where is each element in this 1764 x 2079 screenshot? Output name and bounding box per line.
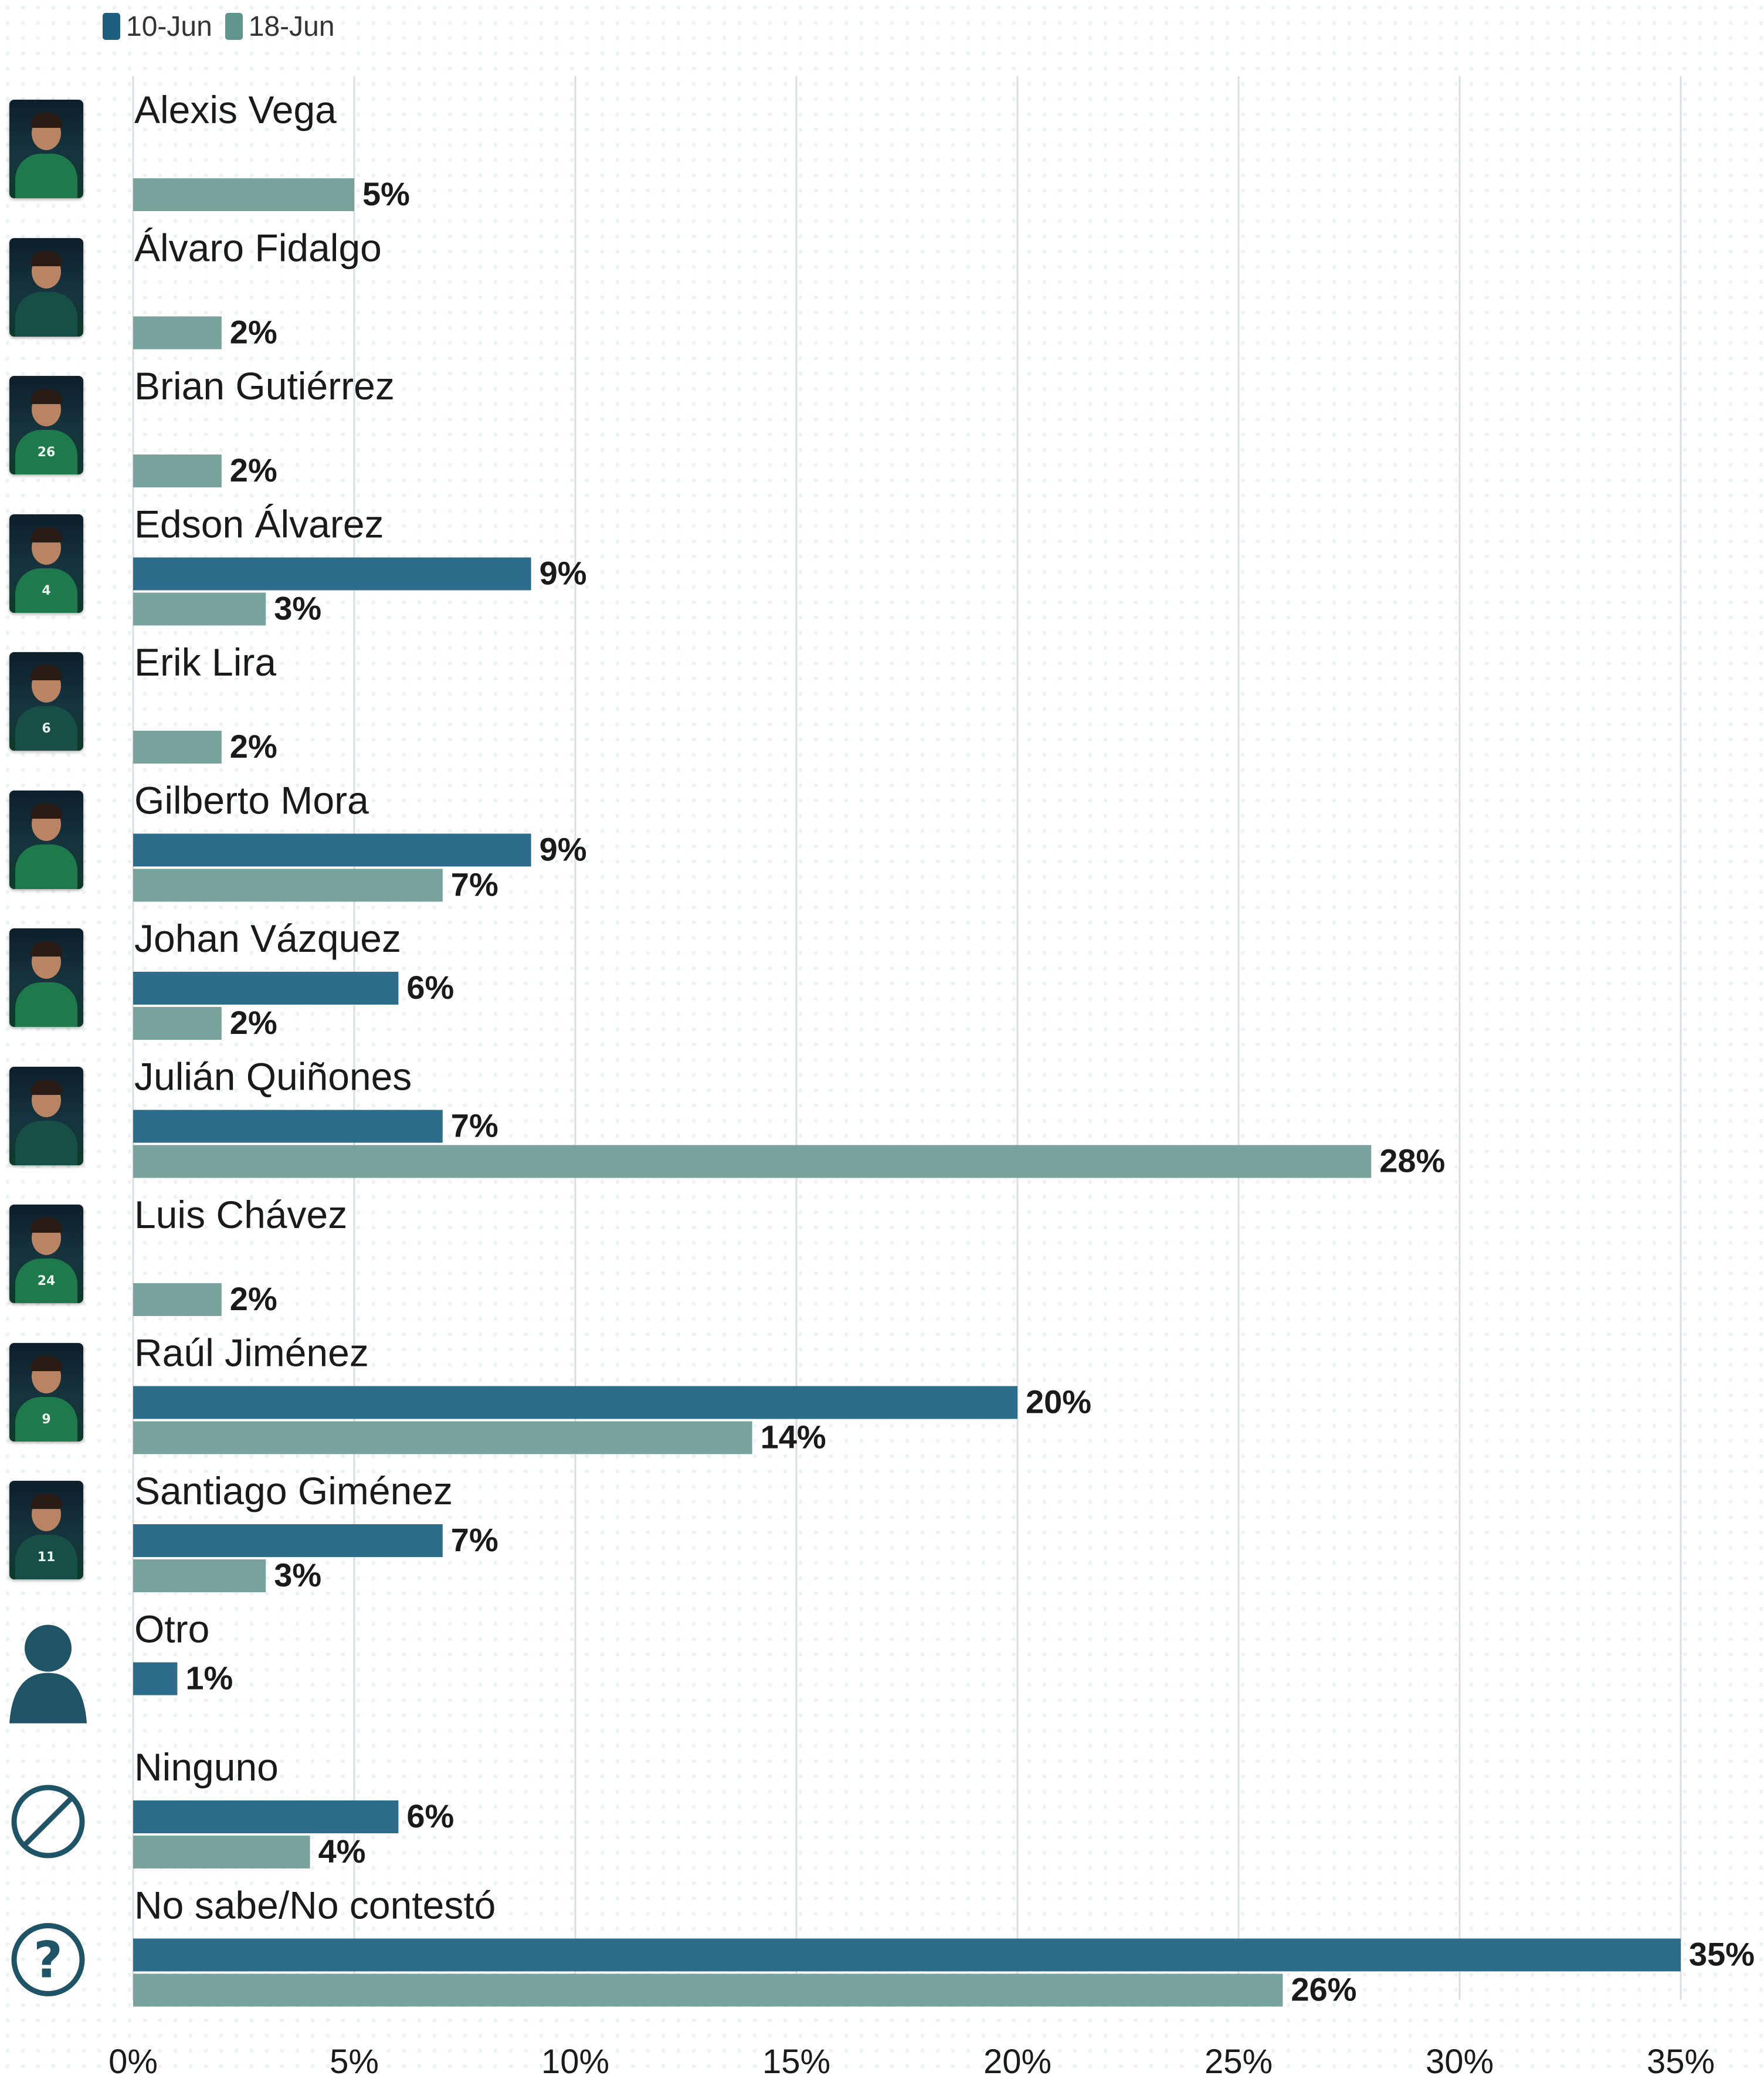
bar-18-jun (133, 1145, 1372, 1178)
data-label-18-jun: 2% (230, 1280, 277, 1317)
data-label-10-jun: 9% (540, 831, 587, 868)
data-label-18-jun: 3% (274, 1556, 321, 1593)
bar-18-jun (133, 592, 266, 626)
player-avatar: 11 (9, 1481, 83, 1579)
data-label-10-jun: 7% (451, 1521, 498, 1558)
player-avatar (9, 238, 83, 337)
data-label-18-jun: 2% (230, 1004, 277, 1041)
bar-18-jun (133, 316, 222, 350)
bar-10-jun (133, 1524, 443, 1557)
category-label: No sabe/No contestó (134, 1884, 496, 1927)
bar-10-jun (133, 972, 399, 1005)
x-tick-label: 30% (1426, 2043, 1494, 2079)
player-avatar (9, 1066, 83, 1165)
data-label-18-jun: 5% (362, 175, 410, 212)
category-label: Erik Lira (134, 640, 276, 684)
category-label: Julián Quiñones (134, 1055, 412, 1098)
bar-10-jun (133, 1110, 443, 1143)
x-tick-label: 10% (541, 2043, 609, 2079)
data-label-18-jun: 3% (274, 590, 321, 627)
category-label: Álvaro Fidalgo (134, 226, 382, 270)
question-icon-glyph: ? (33, 1931, 63, 1990)
category-label: Luis Chávez (134, 1193, 347, 1236)
data-label-18-jun: 2% (230, 452, 277, 489)
bar-10-jun (133, 557, 531, 591)
data-label-18-jun: 4% (318, 1833, 366, 1870)
player-avatar: 4 (9, 514, 83, 613)
data-label-18-jun: 2% (230, 728, 277, 765)
bar-18-jun (133, 178, 354, 211)
data-label-10-jun: 9% (540, 555, 587, 592)
bar-18-jun (133, 731, 222, 764)
data-label-10-jun: 6% (406, 969, 454, 1006)
bar-18-jun (133, 1283, 222, 1316)
category-label: Alexis Vega (134, 88, 337, 131)
player-avatar: 26 (9, 376, 83, 474)
bar-10-jun (133, 1662, 178, 1695)
person-icon (25, 1624, 72, 1672)
legend-swatch-18-jun (225, 13, 243, 40)
legend-label-18-jun: 18-Jun (248, 11, 335, 42)
x-tick-label: 25% (1205, 2043, 1273, 2079)
data-label-18-jun: 28% (1379, 1142, 1445, 1179)
player-avatar: 9 (9, 1342, 83, 1442)
none-icon (11, 1785, 85, 1858)
bar-18-jun (133, 1559, 266, 1592)
bar-18-jun (133, 869, 443, 902)
legend-swatch-10-jun (103, 13, 120, 40)
category-label: Santiago Giménez (134, 1469, 453, 1512)
x-tick-label: 0% (108, 2043, 158, 2079)
player-avatar (9, 790, 83, 889)
player-avatar: 6 (9, 652, 83, 751)
bar-18-jun (133, 1421, 752, 1454)
bar-10-jun (133, 1800, 399, 1833)
data-label-18-jun: 26% (1291, 1971, 1356, 2008)
question-icon (11, 1923, 85, 1996)
player-avatar: 24 (9, 1205, 83, 1303)
person-icon-body (9, 1673, 87, 1724)
x-tick-label: 20% (983, 2043, 1051, 2079)
data-label-18-jun: 7% (451, 866, 498, 903)
category-label: Raúl Jiménez (134, 1331, 369, 1375)
data-label-10-jun: 35% (1689, 1936, 1755, 1973)
x-tick-label: 15% (762, 2043, 830, 2079)
player-avatar (9, 928, 83, 1027)
legend-label-10-jun: 10-Jun (126, 11, 212, 42)
legend: 10-Jun 18-Jun (103, 6, 335, 47)
category-label: Johan Vázquez (134, 917, 401, 960)
category-label: Brian Gutiérrez (134, 364, 395, 408)
data-label-18-jun: 14% (761, 1419, 826, 1456)
data-label-10-jun: 20% (1026, 1383, 1091, 1420)
player-avatar (9, 100, 83, 198)
data-label-10-jun: 6% (406, 1797, 454, 1834)
data-label-18-jun: 2% (230, 314, 277, 351)
bar-10-jun (133, 1938, 1681, 1972)
legend-item-10-jun[interactable]: 10-Jun (103, 11, 212, 43)
bar-10-jun (133, 1386, 1017, 1419)
legend-item-18-jun[interactable]: 18-Jun (225, 11, 335, 43)
x-tick-label: 35% (1647, 2043, 1715, 2079)
data-label-10-jun: 7% (451, 1107, 498, 1144)
bar-10-jun (133, 833, 531, 867)
bar-18-jun (133, 1007, 222, 1040)
category-label: Ninguno (134, 1745, 279, 1789)
bar-18-jun (133, 1836, 310, 1868)
category-label: Otro (134, 1607, 209, 1651)
bar-18-jun (133, 1973, 1283, 2007)
category-label: Edson Álvarez (134, 503, 384, 546)
data-label-10-jun: 1% (185, 1660, 233, 1697)
x-tick-label: 5% (330, 2043, 379, 2079)
category-label: Gilberto Mora (134, 779, 369, 822)
none-icon-slash (22, 1796, 74, 1847)
bar-18-jun (133, 455, 222, 487)
